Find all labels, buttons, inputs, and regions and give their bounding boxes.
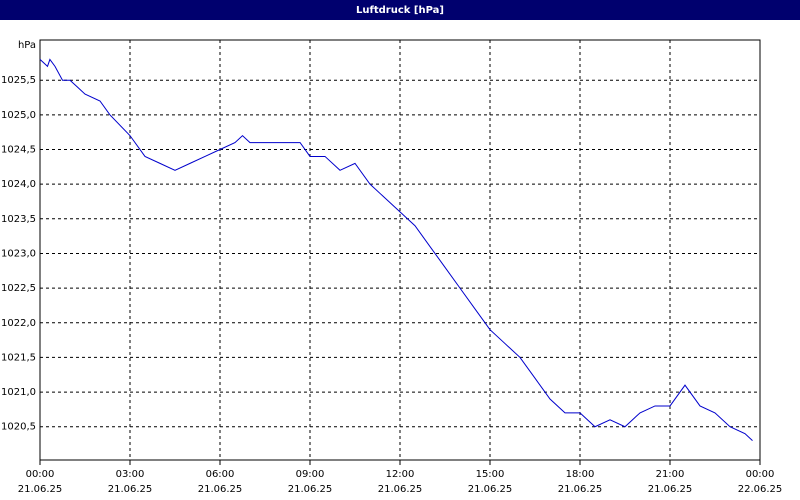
y-tick-label: 1023,0 <box>1 248 36 259</box>
x-tick-date: 21.06.25 <box>198 484 243 495</box>
x-tick-date: 21.06.25 <box>18 484 63 495</box>
x-tick-date: 22.06.25 <box>738 484 783 495</box>
x-tick-label: 18:00 <box>566 469 595 480</box>
x-tick-label: 06:00 <box>206 469 235 480</box>
data-line <box>39 58 753 441</box>
y-tick-label: 1024,0 <box>1 179 36 190</box>
x-tick-label: 21:00 <box>656 469 685 480</box>
x-tick-label: 09:00 <box>296 469 325 480</box>
x-tick-date: 21.06.25 <box>558 484 603 495</box>
x-tick-label: 00:00 <box>746 469 775 480</box>
y-tick-label: 1022,0 <box>1 318 36 329</box>
x-tick-date: 21.06.25 <box>108 484 153 495</box>
y-tick-label: 1025,5 <box>1 75 36 86</box>
chart-title: Luftdruck [hPa] <box>356 5 444 16</box>
x-tick-date: 21.06.25 <box>648 484 693 495</box>
y-tick-label: 1020,5 <box>1 422 36 433</box>
y-tick-label: 1025,0 <box>1 110 36 121</box>
y-tick-label: 1023,5 <box>1 214 36 225</box>
x-tick-date: 21.06.25 <box>468 484 513 495</box>
y-tick-label: 1021,0 <box>1 387 36 398</box>
y-tick-label: 1024,5 <box>1 145 36 156</box>
y-tick-label: 1022,5 <box>1 283 36 294</box>
x-tick-label: 15:00 <box>476 469 505 480</box>
x-tick-date: 21.06.25 <box>288 484 333 495</box>
x-tick-label: 03:00 <box>116 469 145 480</box>
y-tick-label: 1021,5 <box>1 352 36 363</box>
x-tick-label: 12:00 <box>386 469 415 480</box>
x-tick-date: 21.06.25 <box>378 484 423 495</box>
title-bar <box>0 0 800 20</box>
y-axis-label: hPa <box>18 40 36 51</box>
x-tick-label: 00:00 <box>26 469 55 480</box>
